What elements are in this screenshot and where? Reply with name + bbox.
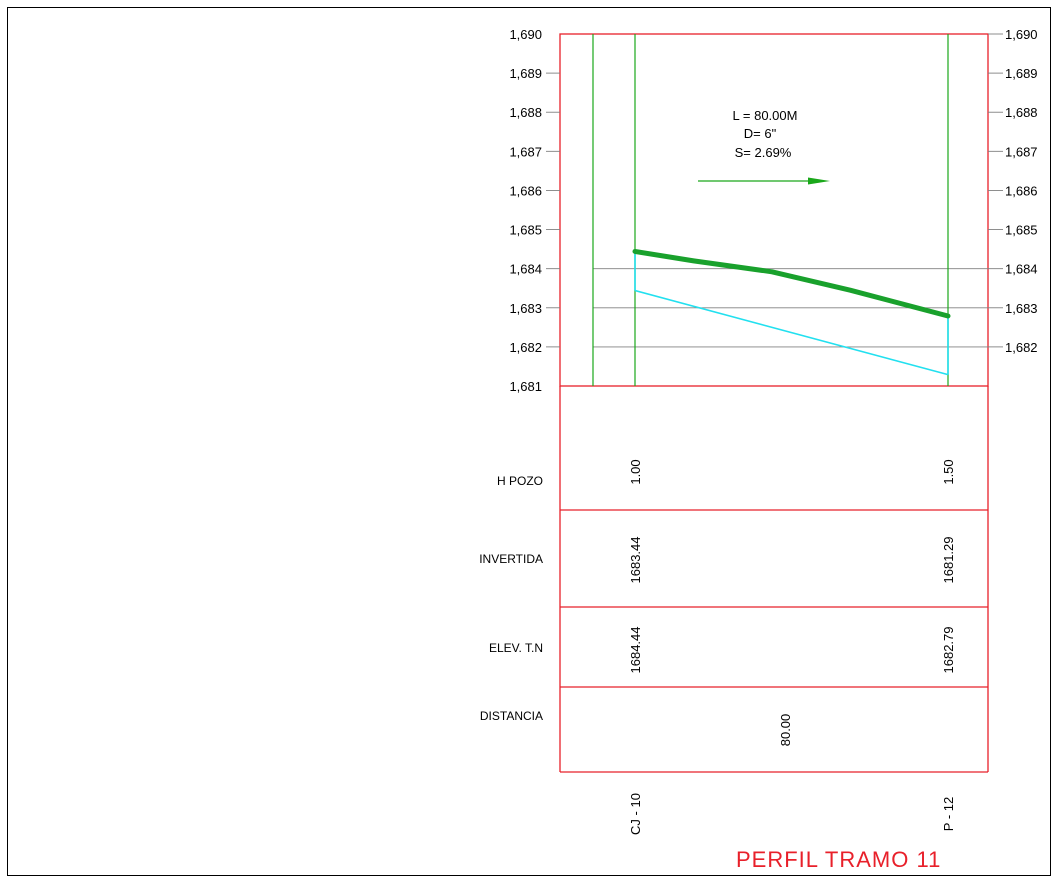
elev-tn-p12: 1682.79 (941, 627, 956, 674)
invert-line (634, 289, 949, 376)
tick-label-right: 1,682 (1005, 340, 1038, 355)
tick-label-left: 1,683 (509, 301, 542, 316)
tick-label-right: 1,686 (1005, 183, 1038, 198)
station-name-cj10: CJ - 10 (628, 793, 643, 835)
tick-label-left: 1,687 (509, 144, 542, 159)
station-name-p12: P - 12 (941, 797, 956, 831)
tick-label-left: 1,690 (509, 27, 542, 42)
row-label-distancia: DISTANCIA (480, 709, 543, 723)
invertida-p12: 1681.29 (941, 537, 956, 584)
h-pozo-cj10: 1.00 (628, 459, 643, 484)
pipe-diameter-label: D= 6" (744, 126, 777, 141)
elevation-grid (593, 268, 988, 348)
tick-label-right: 1,684 (1005, 262, 1038, 277)
manhole-walls (634, 251, 949, 375)
row-label-elev-tn: ELEV. T.N (489, 641, 543, 655)
pipe-length-label: L = 80.00M (733, 108, 798, 123)
elev-tn-cj10: 1684.44 (628, 627, 643, 674)
tick-label-left: 1,689 (509, 66, 542, 81)
pipe-slope-label: S= 2.69% (735, 145, 792, 160)
invertida-cj10: 1683.44 (628, 537, 643, 584)
tick-label-right: 1,683 (1005, 301, 1038, 316)
segment-distance: 80.00 (778, 714, 793, 747)
elevation-ticks-right: 1,690 1,689 1,688 1,687 1,686 1,685 1,684 1,683… (988, 27, 1038, 355)
tick-label-right: 1,689 (1005, 66, 1038, 81)
flow-arrow-icon (808, 177, 830, 185)
data-table (559, 386, 989, 773)
tick-label-left: 1,681 (509, 379, 542, 394)
tick-label-left: 1,688 (509, 105, 542, 120)
tick-label-right: 1,690 (1005, 27, 1038, 42)
row-label-h-pozo: H POZO (497, 474, 543, 488)
h-pozo-p12: 1.50 (941, 459, 956, 484)
tick-label-right: 1,687 (1005, 144, 1038, 159)
tick-label-left: 1,686 (509, 183, 542, 198)
tick-label-right: 1,685 (1005, 223, 1038, 238)
profile-frame (559, 33, 989, 387)
tick-label-left: 1,685 (509, 223, 542, 238)
sheet-border (7, 7, 1051, 876)
tick-label-left: 1,684 (509, 262, 542, 277)
ground-profile-line (632, 248, 951, 319)
elevation-ticks-left: 1,690 1,689 1,688 1,687 1,686 1,685 1,684 1,683… (509, 27, 560, 394)
drawing-title: PERFIL TRAMO 11 (736, 847, 941, 872)
row-label-invertida: INVERTIDA (479, 552, 543, 566)
tick-label-left: 1,682 (509, 340, 542, 355)
tick-label-right: 1,688 (1005, 105, 1038, 120)
